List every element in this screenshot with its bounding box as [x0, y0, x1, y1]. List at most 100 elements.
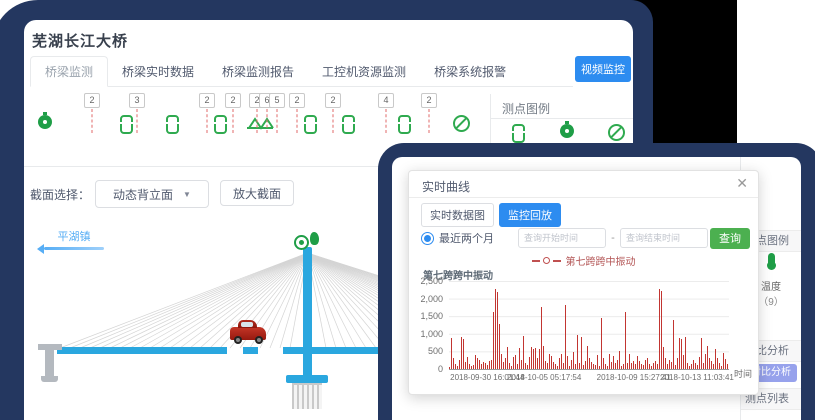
link-sensor-icon[interactable]	[398, 115, 411, 134]
sensor-dash-line	[206, 109, 208, 133]
chart-bar	[449, 366, 451, 369]
chart-legend[interactable]: 第七跨跨中振动	[409, 253, 758, 268]
tower-piles	[292, 383, 322, 409]
chart-bar	[487, 365, 489, 369]
chart-bar	[561, 353, 563, 369]
chart-bar	[599, 365, 601, 369]
chart-bar	[541, 307, 543, 369]
sensor-dash-line	[385, 109, 387, 133]
chart-bar	[643, 365, 645, 369]
chart-bar	[653, 363, 655, 369]
legend-marker-icon	[542, 257, 550, 264]
legend-marker-icon	[552, 259, 561, 262]
query-button[interactable]: 查询	[710, 227, 750, 249]
chart-bar	[649, 364, 651, 369]
chart-bar	[535, 347, 537, 369]
chart-bar	[551, 355, 553, 369]
chart-bar	[567, 355, 569, 369]
chart-bar	[645, 359, 647, 369]
link-sensor-icon[interactable]	[342, 115, 355, 134]
chart-bar	[713, 364, 715, 369]
link-sensor-icon[interactable]	[166, 115, 179, 134]
chart-bar	[461, 336, 463, 369]
video-monitor-button[interactable]: 视频监控	[575, 56, 631, 82]
chart-bar	[549, 354, 551, 369]
chart-bar	[675, 364, 677, 369]
chart-bar	[657, 364, 659, 369]
chart-bar	[573, 352, 575, 369]
chart-bar	[489, 361, 491, 369]
chart-bar	[661, 291, 663, 369]
chart-bar	[619, 350, 621, 369]
chart-bar	[641, 363, 643, 369]
sensor-dash-line	[266, 109, 268, 133]
chart-bar	[593, 363, 595, 369]
chart-bar	[477, 358, 479, 369]
chart-bar	[453, 357, 455, 369]
ban-sensor-icon[interactable]	[453, 115, 470, 132]
chart-bar	[497, 292, 499, 369]
x-tick-label: 2018-10-09 15:27:41	[596, 373, 671, 382]
chart-bar	[527, 364, 529, 369]
chart-bar	[529, 357, 531, 369]
temperature-legend-item[interactable]: 温度 （9）	[741, 253, 801, 308]
sensor-dash-line	[276, 109, 278, 133]
chart-bar	[475, 355, 477, 369]
chart-bar	[615, 363, 617, 369]
chart-bar	[525, 363, 527, 369]
tab-monitor-report[interactable]: 桥梁监测报告	[222, 65, 295, 79]
chart-bar	[647, 358, 649, 369]
chart-bar	[715, 349, 717, 369]
chart-bar	[455, 364, 457, 369]
tab-realtime-data[interactable]: 桥梁实时数据	[122, 65, 195, 79]
link-sensor-icon[interactable]	[120, 115, 133, 134]
chart-bar	[633, 360, 635, 369]
chart-bar	[639, 361, 641, 369]
y-tick-label: 1,000	[420, 328, 443, 339]
tab-system-alarm[interactable]: 桥梁系统报警	[434, 65, 507, 79]
link-sensor-icon[interactable]	[304, 115, 317, 134]
sensor-count-badge: 2	[325, 93, 341, 108]
radio-last-two-months[interactable]	[421, 231, 434, 245]
chart-bar	[635, 364, 637, 369]
chart-bar	[603, 358, 605, 369]
clock-sensor-icon[interactable]	[38, 112, 52, 129]
x-tick-label: 2018-10-05 05:17:54	[507, 373, 582, 382]
chart-bar	[687, 363, 689, 369]
gps-sensor-icon	[294, 235, 309, 250]
close-icon[interactable]: ✕	[736, 175, 748, 191]
chart-bar	[613, 356, 615, 369]
chart-bar	[663, 347, 665, 369]
chart-bar	[581, 337, 583, 369]
chain-sensor-icon	[512, 124, 525, 143]
chart-bar	[451, 338, 453, 369]
bridge-abutment	[38, 344, 62, 384]
zoom-section-button[interactable]: 放大截面	[220, 180, 295, 206]
tab-ipc-resource[interactable]: 工控机资源监测	[322, 65, 407, 79]
radio-label: 最近两个月	[439, 233, 494, 245]
section-select-dropdown[interactable]: 动态背立面 ▼	[95, 180, 209, 208]
chart-plot	[449, 281, 729, 370]
tab-realtime-chart[interactable]: 实时数据图	[421, 203, 494, 227]
tab-bridge-monitor[interactable]: 桥梁监测	[30, 56, 109, 87]
bridge-tower	[303, 247, 312, 378]
chart-bar	[469, 363, 471, 369]
chart-bar	[703, 363, 705, 369]
start-time-input[interactable]	[518, 228, 606, 248]
end-time-input[interactable]	[620, 228, 708, 248]
chart-bar	[699, 356, 701, 369]
chart-bar	[565, 304, 567, 369]
chart-bar	[625, 311, 627, 369]
dialog-title: 实时曲线	[422, 180, 471, 194]
chart-bar	[691, 364, 693, 369]
truss-sensor-icon[interactable]	[245, 115, 275, 136]
link-sensor-icon[interactable]	[214, 115, 227, 134]
sensor-count-badge: 2	[289, 93, 305, 108]
main-tabbar: 桥梁监测 桥梁实时数据 桥梁监测报告 工控机资源监测 桥梁系统报警	[30, 56, 573, 87]
y-tick-label: 2,000	[420, 293, 443, 304]
sensor-flag-icon	[310, 232, 319, 245]
tab-monitor-playback[interactable]: 监控回放	[499, 203, 561, 227]
chart-bar	[513, 356, 515, 369]
chart-bar	[597, 355, 599, 369]
